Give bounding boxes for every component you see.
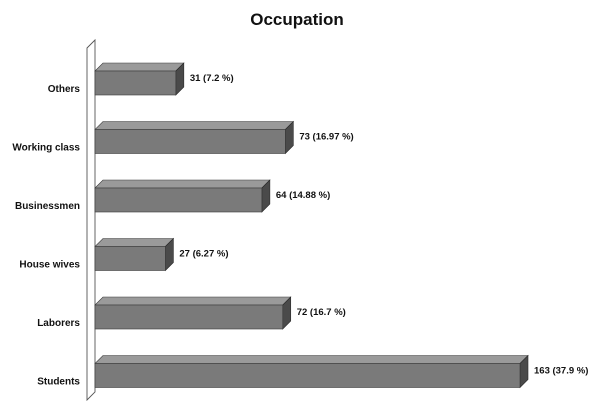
bar-top-face	[94, 355, 529, 364]
bar-top-face	[94, 296, 292, 306]
bar-front-face	[94, 246, 166, 271]
chart-title: Occupation	[250, 10, 344, 29]
axis-wall	[86, 38, 96, 402]
data-label: 72 (16.7 %)	[297, 307, 346, 318]
bar-students	[94, 354, 529, 389]
data-label: 27 (6.27 %)	[179, 249, 228, 260]
category-label: Businessmen	[15, 201, 80, 212]
bar-top-face	[94, 238, 175, 247]
bar-house-wives	[94, 237, 175, 272]
bar-laborers	[94, 296, 292, 330]
data-label: 163 (37.9 %)	[534, 366, 588, 377]
category-label: Students	[37, 377, 80, 388]
category-label: Working class	[12, 143, 80, 154]
data-label: 31 (7.2 %)	[190, 73, 234, 84]
bar-top-face	[94, 179, 271, 189]
bar-front-face	[94, 129, 286, 154]
bar-top-face	[94, 121, 295, 130]
category-label: House wives	[19, 260, 80, 271]
data-label: 64 (14.88 %)	[276, 190, 330, 201]
bar-working-class	[94, 120, 295, 155]
bar-others	[94, 62, 185, 96]
bar-front-face	[94, 363, 521, 388]
bar-top-face	[94, 62, 185, 72]
bar-front-face	[94, 304, 284, 330]
data-label: 73 (16.97 %)	[299, 132, 353, 143]
bar-front-face	[94, 70, 177, 96]
category-label: Laborers	[37, 318, 80, 329]
bar-businessmen	[94, 179, 271, 213]
bar-front-face	[94, 187, 263, 213]
category-label: Others	[48, 84, 81, 95]
